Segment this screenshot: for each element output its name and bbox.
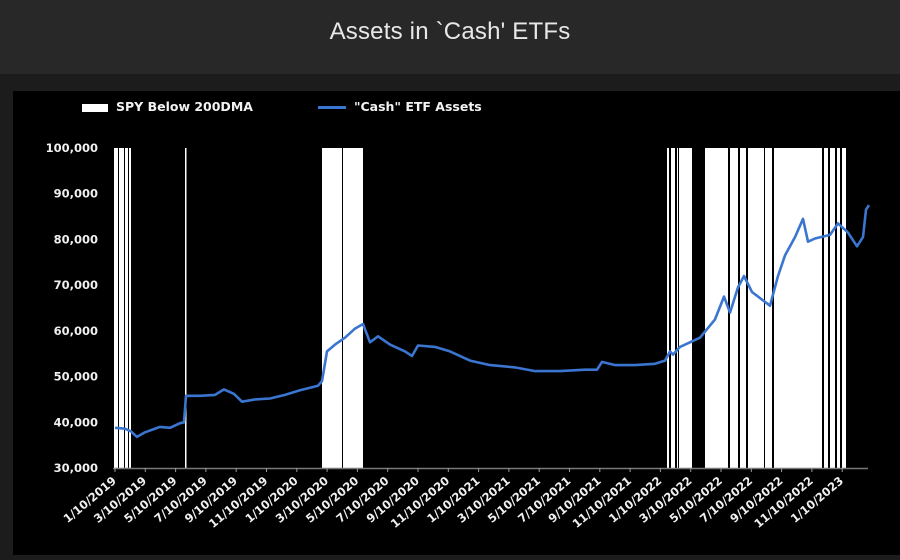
spy-below-200dma-band xyxy=(842,148,846,468)
spy-below-200dma-band xyxy=(185,148,187,468)
y-tick-label: 100,000 xyxy=(46,141,98,155)
header-divider xyxy=(0,74,900,91)
legend-label: "Cash" ETF Assets xyxy=(354,99,482,114)
spy-below-200dma-band xyxy=(119,148,124,468)
chart-title: Assets in `Cash' ETFs xyxy=(329,18,571,45)
spy-below-200dma-band xyxy=(824,148,828,468)
spy-below-200dma-band xyxy=(343,148,363,468)
y-tick-label: 90,000 xyxy=(54,187,98,201)
legend-item-spy-below-200dma: SPY Below 200DMA xyxy=(82,99,253,114)
y-tick-label: 60,000 xyxy=(54,324,98,338)
spy-below-200dma-band xyxy=(114,148,118,468)
y-tick-label: 50,000 xyxy=(54,370,98,384)
spy-below-200dma-band xyxy=(125,148,128,468)
spy-below-200dma-band xyxy=(129,148,131,468)
spy-below-200dma-band xyxy=(322,148,342,468)
y-tick-label: 40,000 xyxy=(54,415,98,429)
spy-below-200dma-band xyxy=(765,148,772,468)
spy-below-200dma-band xyxy=(730,148,738,468)
y-tick-label: 70,000 xyxy=(54,278,98,292)
spy-below-200dma-band xyxy=(774,148,822,468)
spy-below-200dma-band xyxy=(667,148,669,468)
y-tick-label: 30,000 xyxy=(54,461,98,475)
spy-below-200dma-band xyxy=(837,148,840,468)
spy-below-200dma-band xyxy=(740,148,746,468)
spy-below-200dma-band xyxy=(677,148,678,468)
spy-below-200dma-band xyxy=(705,148,728,468)
spy-below-200dma-band xyxy=(679,148,692,468)
line-swatch-icon xyxy=(318,106,346,109)
legend-item-cash-etf-assets: "Cash" ETF Assets xyxy=(318,99,482,114)
spy-below-200dma-band xyxy=(748,148,764,468)
spy-below-200dma-band xyxy=(830,148,835,468)
spy-below-200dma-band xyxy=(671,148,675,468)
cash-etf-assets-line xyxy=(114,204,871,439)
chart-header: Assets in `Cash' ETFs xyxy=(0,0,900,74)
band-swatch-icon xyxy=(82,103,108,112)
y-tick-label: 80,000 xyxy=(54,232,98,246)
legend-label: SPY Below 200DMA xyxy=(116,99,253,114)
